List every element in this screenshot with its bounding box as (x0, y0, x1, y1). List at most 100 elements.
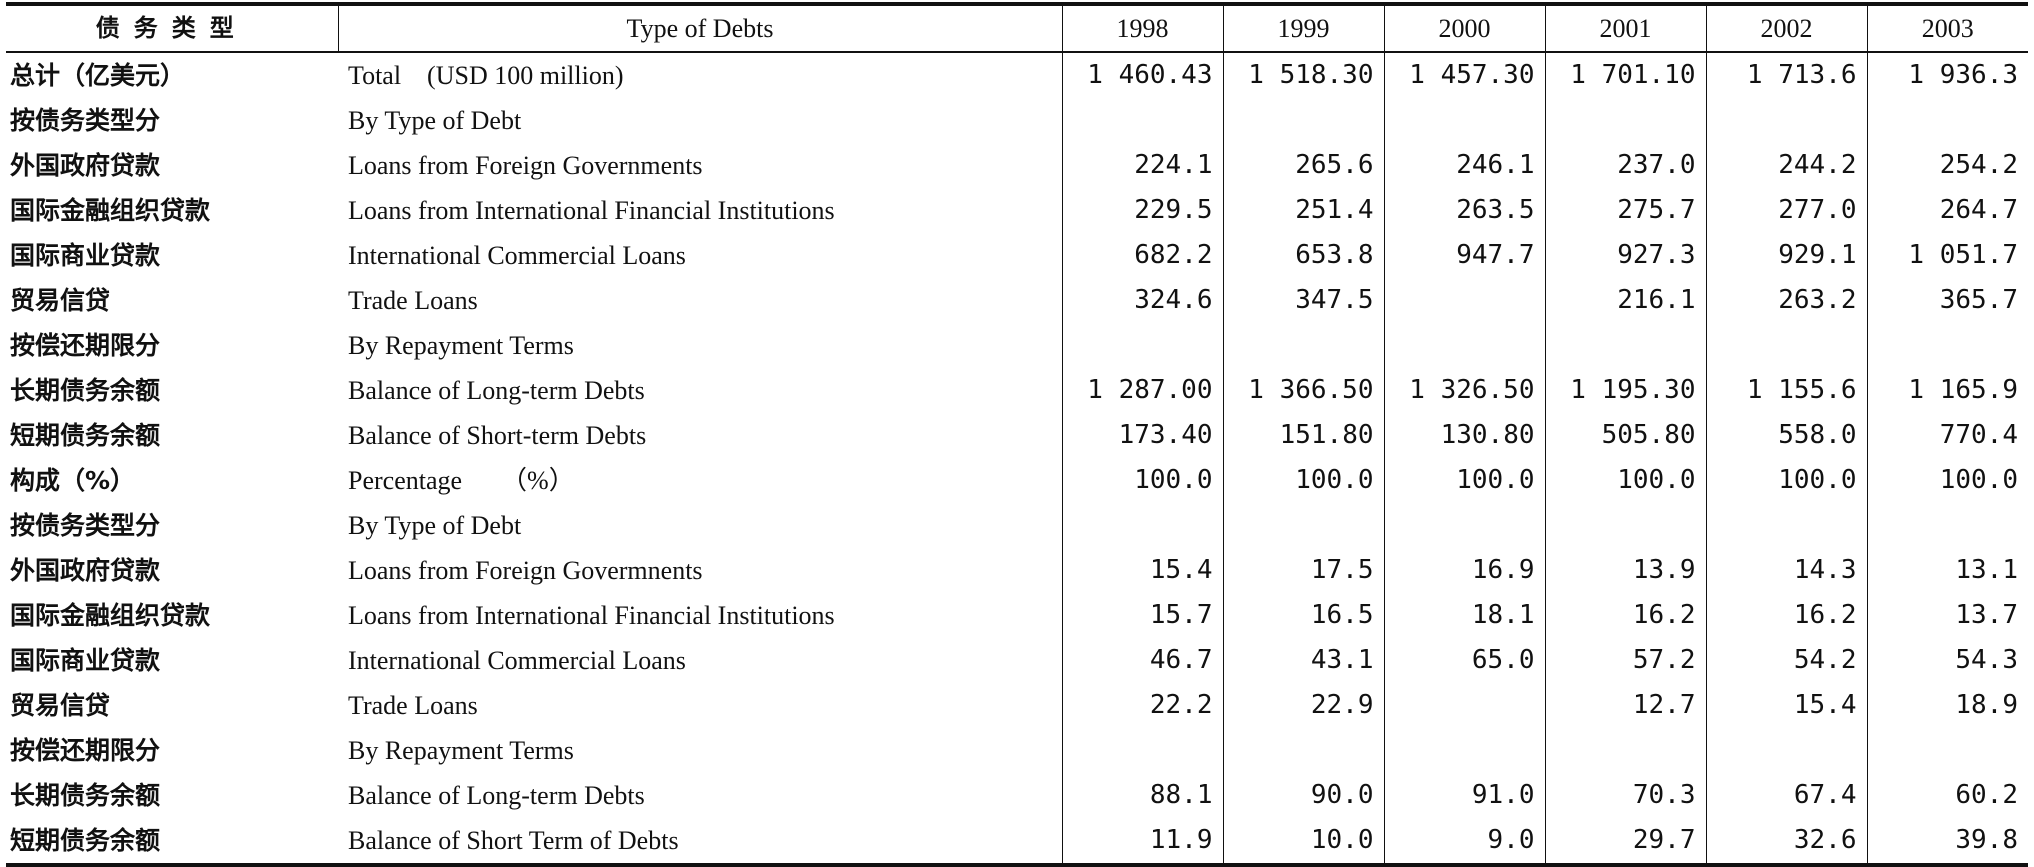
value-cell (1222, 728, 1384, 773)
row-label-en: By Type of Debt (338, 503, 1063, 548)
row-label-en: Total (USD 100 million) (338, 52, 1063, 98)
header-year: 1999 (1222, 2, 1384, 53)
row-label-zh: 贸易信贷 (10, 691, 111, 720)
value-cell: 770.4 (1866, 413, 2028, 458)
table-row: 国际商业贷款 International Commercial Loans 46.7… (6, 638, 2028, 683)
value-cell (1222, 323, 1384, 368)
table-row: 长期债务余额 Balance of Long-term Debts 88.1 90.0… (6, 773, 2028, 818)
row-label-en: By Repayment Terms (338, 323, 1063, 368)
row-label-en: Loans from Foreign Govermnents (338, 548, 1063, 593)
value-cell (1866, 728, 2028, 773)
value-cell: 9.0 (1383, 818, 1545, 867)
table-row: 外国政府贷款 Loans from Foreign Govermnents 15.4… (6, 548, 2028, 593)
value-cell: 1 155.6 (1705, 368, 1867, 413)
value-cell: 224.1 (1061, 143, 1223, 188)
value-cell: 929.1 (1705, 233, 1867, 278)
row-label-zh: 按债务类型分 (10, 511, 161, 540)
value-cell (1383, 98, 1545, 143)
value-cell: 1 518.30 (1222, 52, 1384, 98)
value-cell: 60.2 (1866, 773, 2028, 818)
table-row: 国际金融组织贷款 Loans from International Financi… (6, 593, 2028, 638)
row-label-zh: 长期债务余额 (10, 781, 161, 810)
value-cell: 263.5 (1383, 188, 1545, 233)
row-label-zh: 长期债务余额 (10, 376, 161, 405)
value-cell (1705, 98, 1867, 143)
table-row: 短期债务余额 Balance of Short Term of Debts 11.9… (6, 818, 2028, 867)
value-cell: 947.7 (1383, 233, 1545, 278)
value-cell: 18.9 (1866, 683, 2028, 728)
value-cell: 1 326.50 (1383, 368, 1545, 413)
value-cell: 22.9 (1222, 683, 1384, 728)
value-cell (1544, 323, 1706, 368)
table-row: 长期债务余额 Balance of Long-term Debts 1 287.00… (6, 368, 2028, 413)
value-cell (1383, 728, 1545, 773)
external-debt-table: 债务类型 Type of Debts 1998 1999 2000 2001 2… (6, 2, 2028, 867)
row-label-en: Balance of Long-term Debts (338, 773, 1063, 818)
value-cell: 151.80 (1222, 413, 1384, 458)
value-cell: 39.8 (1866, 818, 2028, 867)
value-cell: 216.1 (1544, 278, 1706, 323)
row-label-en: Balance of Short-term Debts (338, 413, 1063, 458)
value-cell: 1 287.00 (1061, 368, 1223, 413)
row-label-en: International Commercial Loans (338, 233, 1063, 278)
row-label-en: Balance of Long-term Debts (338, 368, 1063, 413)
value-cell: 682.2 (1061, 233, 1223, 278)
value-cell: 347.5 (1222, 278, 1384, 323)
value-cell: 100.0 (1866, 458, 2028, 503)
value-cell: 244.2 (1705, 143, 1867, 188)
row-label-zh: 按债务类型分 (10, 106, 161, 135)
value-cell: 29.7 (1544, 818, 1706, 867)
value-cell (1061, 503, 1223, 548)
value-cell (1705, 323, 1867, 368)
value-cell: 1 366.50 (1222, 368, 1384, 413)
value-cell (1383, 278, 1545, 323)
value-cell: 365.7 (1866, 278, 2028, 323)
value-cell: 100.0 (1383, 458, 1545, 503)
value-cell: 13.7 (1866, 593, 2028, 638)
header-debt-type-en: Type of Debts (337, 2, 1063, 53)
value-cell: 32.6 (1705, 818, 1867, 867)
header-year: 2000 (1383, 2, 1545, 53)
value-cell (1222, 503, 1384, 548)
value-cell (1383, 323, 1545, 368)
table-row: 贸易信贷 Trade Loans 22.2 22.9 12.7 15.4 18.9 (6, 683, 2028, 728)
value-cell: 254.2 (1866, 143, 2028, 188)
value-cell: 229.5 (1061, 188, 1223, 233)
row-label-zh: 国际商业贷款 (10, 646, 161, 675)
value-cell (1061, 323, 1223, 368)
value-cell: 324.6 (1061, 278, 1223, 323)
header-year: 2002 (1705, 2, 1867, 53)
row-label-en: International Commercial Loans (338, 638, 1063, 683)
header-year: 2001 (1544, 2, 1706, 53)
value-cell: 22.2 (1061, 683, 1223, 728)
value-cell: 927.3 (1544, 233, 1706, 278)
row-label-zh: 短期债务余额 (10, 421, 161, 450)
value-cell: 1 713.6 (1705, 52, 1867, 98)
value-cell: 13.1 (1866, 548, 2028, 593)
table-row: 按债务类型分 By Type of Debt (6, 503, 2028, 548)
table-row: 按债务类型分 By Type of Debt (6, 98, 2028, 143)
row-label-en: Loans from Foreign Governments (338, 143, 1063, 188)
value-cell: 16.2 (1544, 593, 1706, 638)
value-cell: 263.2 (1705, 278, 1867, 323)
table-row: 国际金融组织贷款 Loans from International Financi… (6, 188, 2028, 233)
value-cell: 65.0 (1383, 638, 1545, 683)
value-cell: 100.0 (1222, 458, 1384, 503)
value-cell: 1 165.9 (1866, 368, 2028, 413)
value-cell: 15.4 (1705, 683, 1867, 728)
value-cell: 16.2 (1705, 593, 1867, 638)
value-cell: 558.0 (1705, 413, 1867, 458)
table-row: 贸易信贷 Trade Loans 324.6 347.5 216.1 263.2 365.7 (6, 278, 2028, 323)
value-cell (1866, 323, 2028, 368)
value-cell: 46.7 (1061, 638, 1223, 683)
header-year: 2003 (1866, 2, 2028, 53)
value-cell: 91.0 (1383, 773, 1545, 818)
row-label-en: Loans from International Financial Insti… (338, 593, 1063, 638)
table-row: 按偿还期限分 By Repayment Terms (6, 323, 2028, 368)
row-label-en: Percentage （%） (338, 458, 1063, 503)
value-cell: 54.3 (1866, 638, 2028, 683)
value-cell: 15.4 (1061, 548, 1223, 593)
value-cell: 17.5 (1222, 548, 1384, 593)
value-cell: 67.4 (1705, 773, 1867, 818)
value-cell: 18.1 (1383, 593, 1545, 638)
